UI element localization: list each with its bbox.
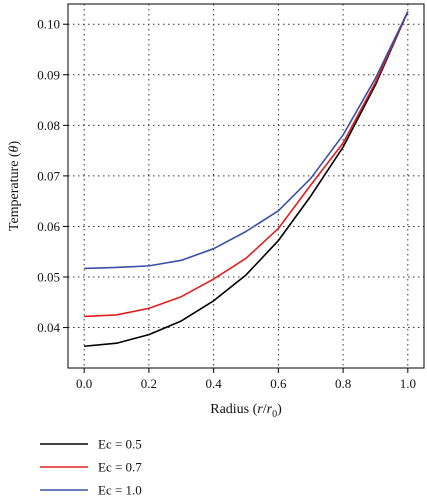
plot-frame: [67, 3, 425, 369]
y-axis-title: Temperature (θ): [7, 141, 22, 232]
series-lines: [84, 11, 409, 348]
ticks: 0.0 0.2 0.4 0.6 0.8 1.0 0.04 0.05 0.06 0.07 0.08 0.…: [37, 17, 416, 391]
x-axis-title: Radius (r/r0): [210, 402, 282, 420]
x-tick-label: 0.6: [270, 376, 287, 391]
legend: Ec = 0.5 Ec = 0.7 Ec = 1.0: [40, 437, 142, 498]
x-tick-label: 0.4: [206, 376, 223, 391]
y-tick-label: 0.08: [37, 118, 60, 133]
x-tick-label: 1.0: [400, 376, 416, 391]
y-tick-label: 0.07: [37, 168, 60, 183]
y-tick-label: 0.09: [37, 67, 60, 82]
series-line-2: [84, 11, 409, 318]
y-tick-label: 0.10: [37, 17, 60, 32]
y-tick-label: 0.04: [37, 320, 60, 335]
legend-label: Ec = 0.5: [98, 437, 142, 452]
y-tick-label: 0.05: [37, 270, 60, 285]
y-tick-label: 0.06: [37, 219, 60, 234]
series-line-1: [84, 11, 409, 348]
grid: [68, 4, 424, 368]
x-tick-label: 0.8: [335, 376, 351, 391]
series-line-3: [84, 11, 409, 270]
legend-label: Ec = 0.7: [98, 460, 142, 475]
x-tick-label: 0.2: [141, 376, 157, 391]
legend-label: Ec = 1.0: [98, 483, 142, 498]
x-tick-label: 0.0: [76, 376, 92, 391]
